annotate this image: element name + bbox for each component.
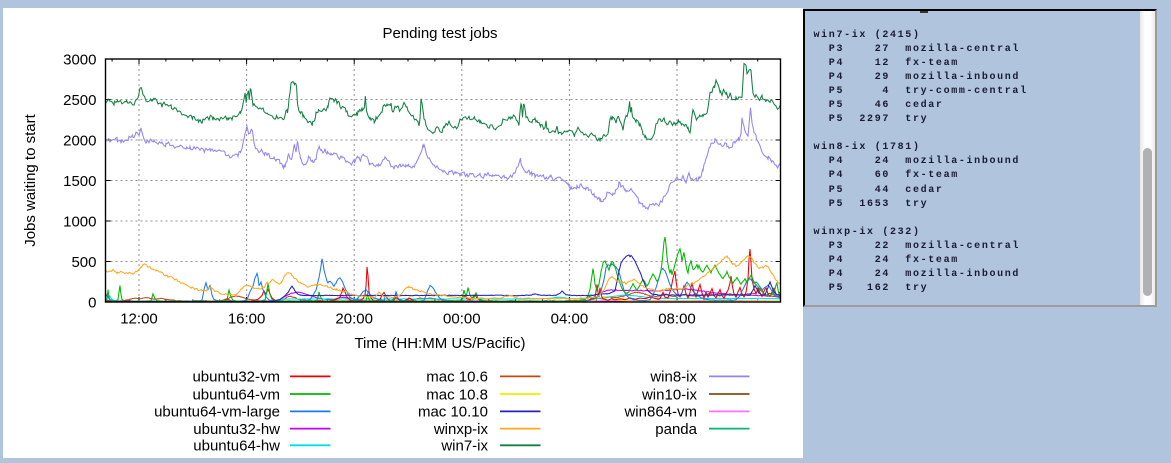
svg-text:win864-vm: win864-vm xyxy=(623,404,697,421)
svg-text:win8-ix: win8-ix xyxy=(649,369,697,386)
svg-text:2500: 2500 xyxy=(63,92,96,109)
svg-text:04:00: 04:00 xyxy=(551,311,589,328)
svg-text:ubuntu64-hw: ubuntu64-hw xyxy=(193,438,280,455)
svg-text:500: 500 xyxy=(71,254,96,271)
svg-text:mac 10.8: mac 10.8 xyxy=(426,386,488,403)
svg-text:win10-ix: win10-ix xyxy=(641,386,698,403)
svg-text:00:00: 00:00 xyxy=(443,311,481,328)
svg-text:2000: 2000 xyxy=(63,132,96,149)
svg-text:Jobs waiting to start: Jobs waiting to start xyxy=(22,113,39,246)
svg-text:08:00: 08:00 xyxy=(658,311,696,328)
svg-text:1000: 1000 xyxy=(63,213,96,230)
svg-text:3000: 3000 xyxy=(63,51,96,68)
svg-text:ubuntu64-vm-large: ubuntu64-vm-large xyxy=(154,404,280,421)
svg-text:16:00: 16:00 xyxy=(228,311,266,328)
svg-text:Pending test jobs: Pending test jobs xyxy=(382,25,497,42)
svg-text:20:00: 20:00 xyxy=(335,311,373,328)
svg-text:1500: 1500 xyxy=(63,173,96,190)
svg-text:12:00: 12:00 xyxy=(120,311,158,328)
svg-text:0: 0 xyxy=(88,294,96,311)
svg-text:Time (HH:MM US/Pacific): Time (HH:MM US/Pacific) xyxy=(354,335,525,352)
svg-text:mac 10.6: mac 10.6 xyxy=(426,369,488,386)
svg-text:panda: panda xyxy=(655,421,697,438)
svg-text:ubuntu32-hw: ubuntu32-hw xyxy=(193,421,280,438)
svg-text:ubuntu32-vm: ubuntu32-vm xyxy=(192,369,280,386)
svg-text:mac 10.10: mac 10.10 xyxy=(418,404,488,421)
svg-text:win7-ix: win7-ix xyxy=(440,438,488,455)
svg-text:winxp-ix: winxp-ix xyxy=(433,421,489,438)
svg-text:ubuntu64-vm: ubuntu64-vm xyxy=(192,386,280,403)
